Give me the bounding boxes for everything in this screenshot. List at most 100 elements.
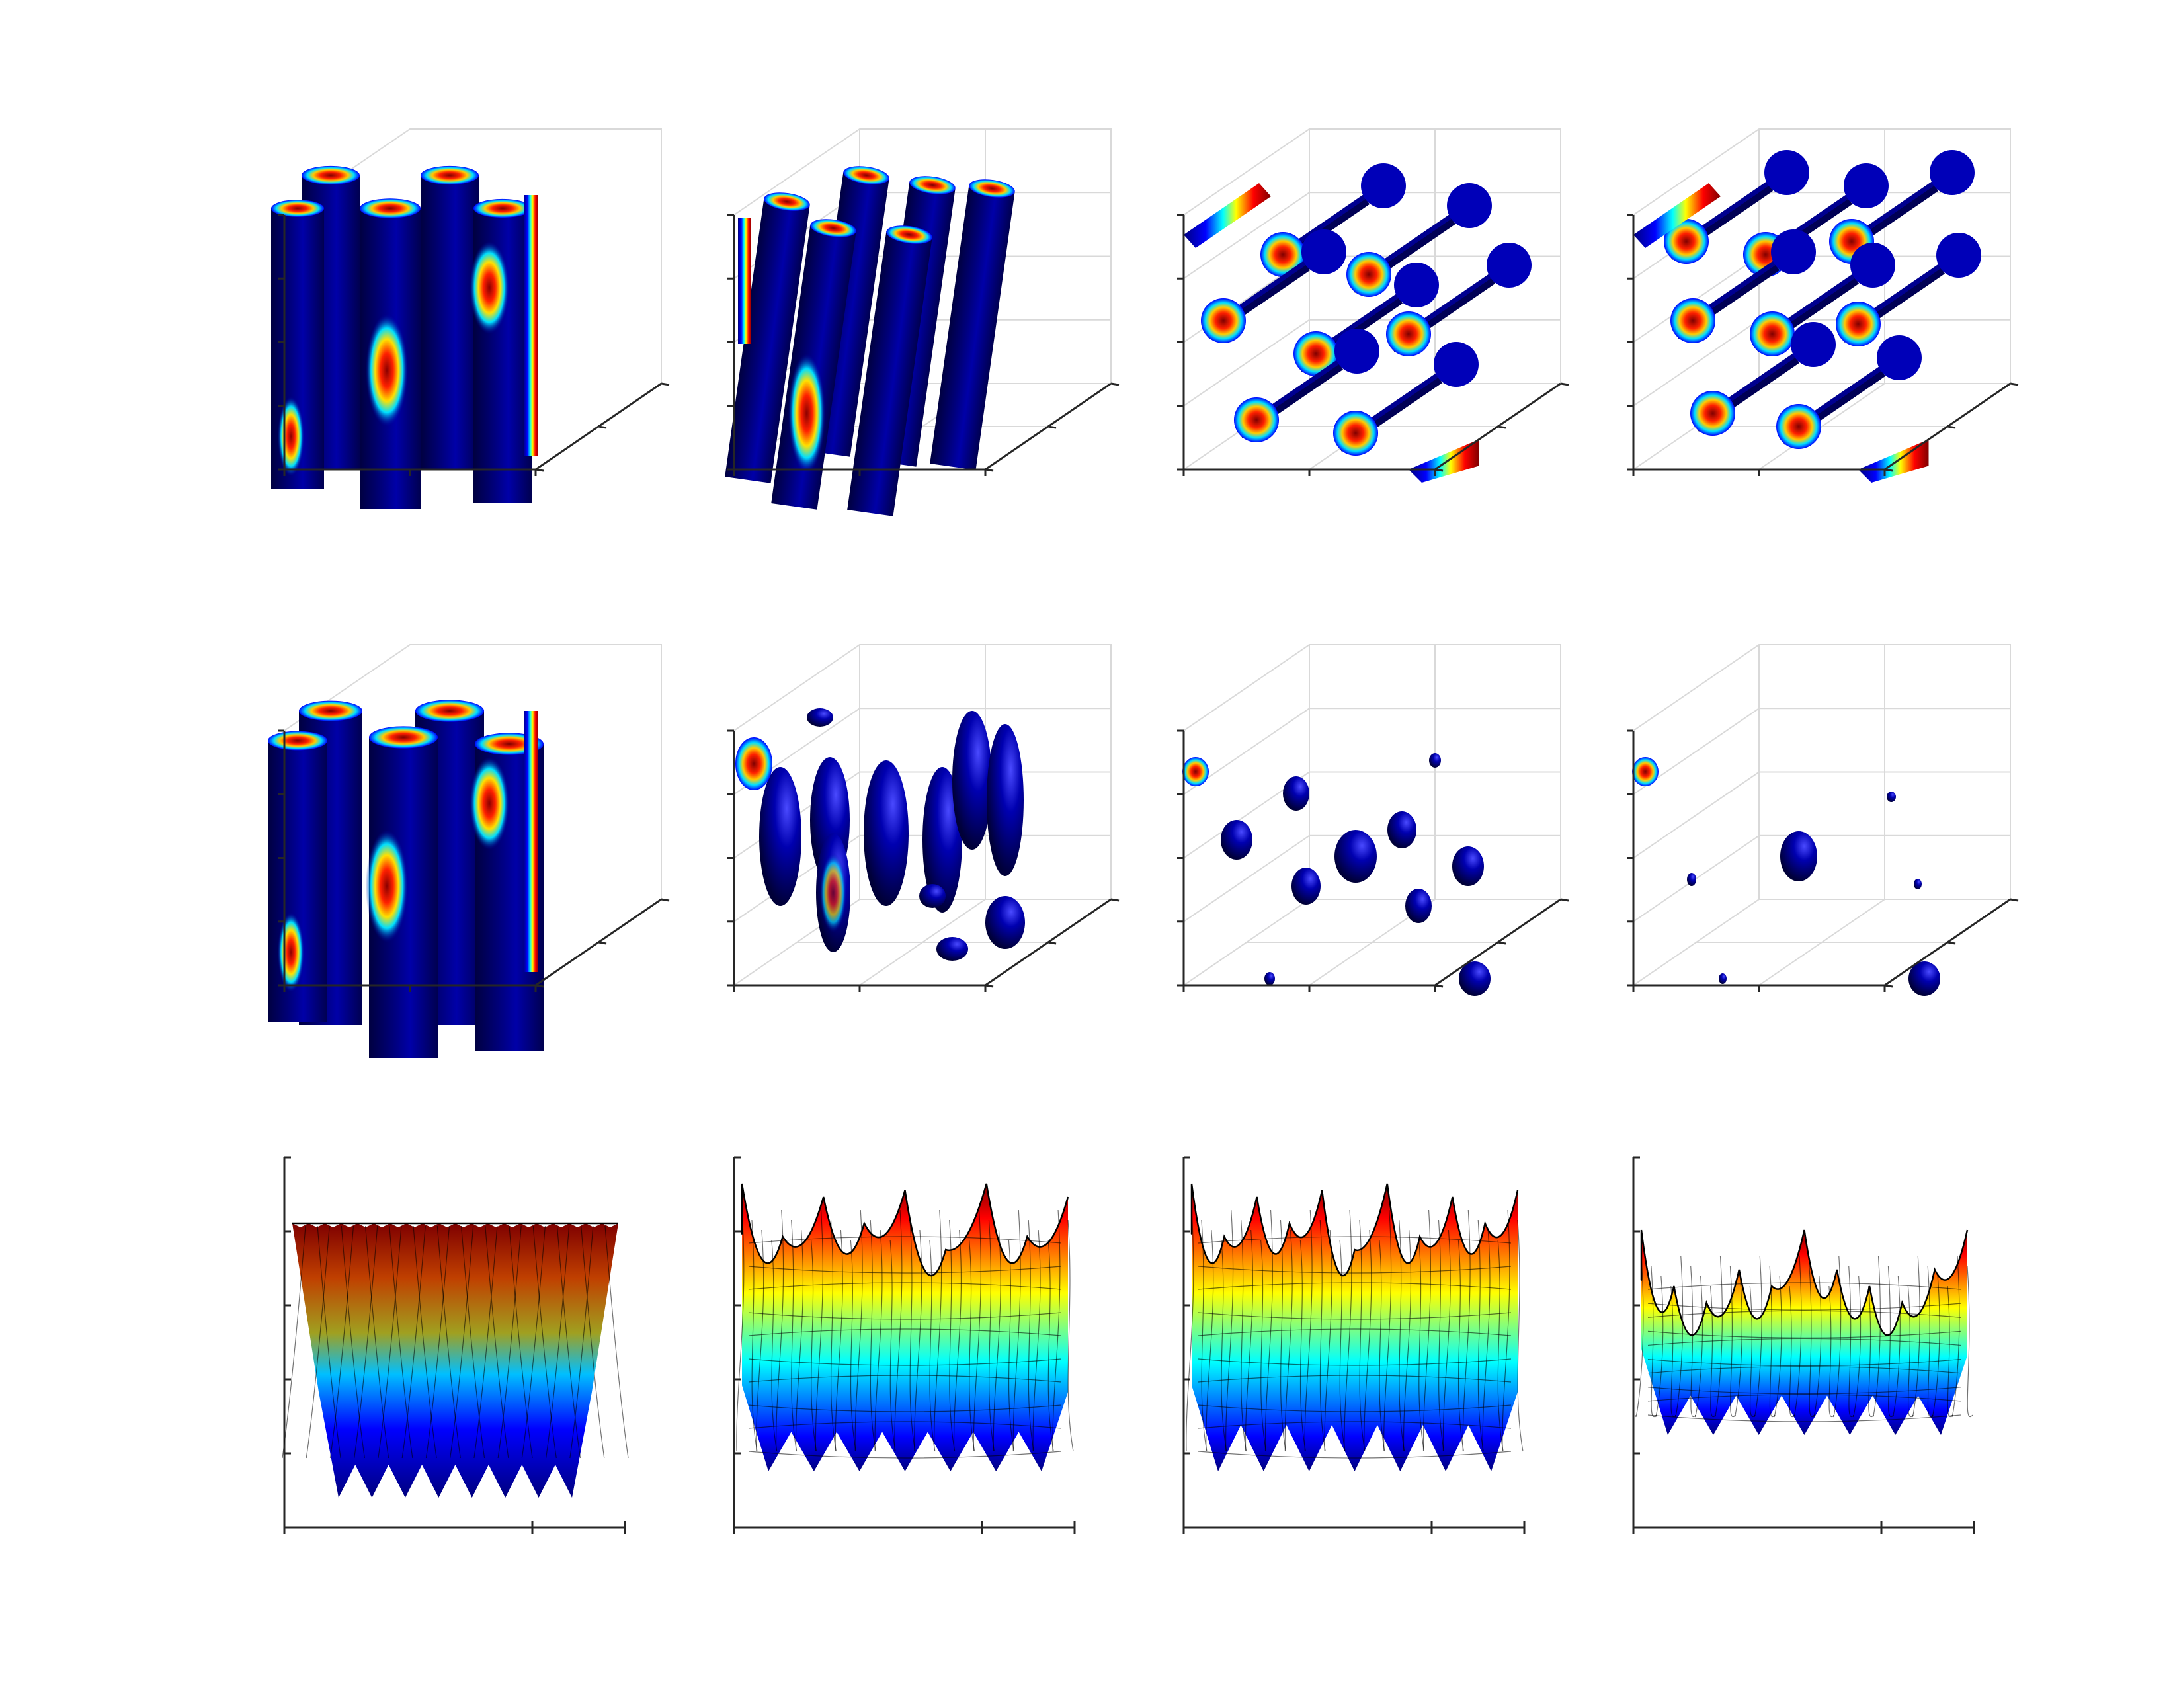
- mesh-line: [1833, 1256, 1842, 1417]
- ellipsoid: [864, 760, 909, 906]
- y-tick: [1884, 468, 1893, 472]
- corner-cap: [735, 737, 772, 790]
- cylinder-body: [847, 231, 932, 516]
- y-tick: [1884, 984, 1893, 988]
- mesh-line: [795, 1229, 804, 1452]
- panel-r1c3: [1177, 128, 1569, 483]
- panel-layer: [268, 128, 2019, 1534]
- sphere: [1291, 868, 1321, 905]
- mesh-line: [1734, 1276, 1742, 1417]
- cylinder-end: [1447, 183, 1492, 228]
- mesh-line: [1280, 1219, 1287, 1452]
- y-tick: [985, 984, 994, 988]
- mesh-line: [1647, 1414, 1961, 1422]
- mesh-line: [748, 1328, 1062, 1336]
- mesh-line: [389, 1225, 413, 1459]
- mesh-line: [282, 1225, 306, 1459]
- cylinder-cap: [843, 166, 889, 184]
- mesh-line: [1304, 1209, 1313, 1452]
- mesh-line: [1052, 1209, 1061, 1452]
- mesh-line: [748, 1375, 1062, 1383]
- y-tick: [1047, 941, 1057, 945]
- isosurface-group: [735, 708, 1025, 961]
- cylinder-cap: [1690, 391, 1735, 436]
- cylinder-end: [1850, 243, 1895, 288]
- mesh-line: [973, 1209, 981, 1452]
- cylinder-end: [1334, 329, 1379, 374]
- mesh-line: [569, 1225, 594, 1459]
- sphere: [1887, 792, 1896, 802]
- y-tick: [1560, 382, 1569, 386]
- isosurface-group: [268, 700, 544, 1058]
- mesh-line: [1670, 1285, 1677, 1417]
- sphere: [1452, 846, 1484, 886]
- surface: [1641, 1230, 1967, 1435]
- mesh-line: [870, 1219, 876, 1452]
- tilted-cylinder: [930, 179, 1015, 470]
- small-blob: [807, 708, 833, 727]
- y-tick: [661, 898, 670, 902]
- back-frame: [284, 644, 662, 899]
- surface-rim: [1190, 1183, 1519, 1277]
- mesh-line: [1967, 1266, 1973, 1417]
- mesh-line: [1399, 1219, 1405, 1452]
- y-tick: [1110, 898, 1120, 902]
- mesh-line: [1932, 1276, 1940, 1417]
- mesh-line: [1418, 1239, 1425, 1452]
- edge-stripe: [738, 218, 751, 344]
- mesh-line: [401, 1225, 426, 1459]
- hot-spot: [788, 354, 825, 473]
- corner-cap: [1182, 757, 1209, 786]
- sphere: [1221, 820, 1252, 860]
- hot-spot: [278, 397, 304, 476]
- mesh-line: [497, 1225, 522, 1459]
- mesh-line: [810, 1239, 817, 1452]
- mesh-line: [341, 1225, 365, 1459]
- panel-r3c1: [282, 1156, 629, 1534]
- cylinder-cap: [1346, 252, 1391, 297]
- mesh-line: [1221, 1239, 1227, 1452]
- cylinder-body: [421, 175, 479, 469]
- mesh-line: [329, 1225, 354, 1459]
- panel-r1c2: [725, 128, 1120, 516]
- cylinder-end: [1936, 233, 1981, 278]
- mesh-line: [874, 1229, 883, 1452]
- small-blob: [985, 896, 1025, 949]
- mesh-line: [1198, 1266, 1512, 1274]
- y-tick: [1434, 468, 1444, 472]
- y-tick: [1047, 425, 1057, 429]
- panel-r3c2: [733, 1156, 1076, 1534]
- tilted-cylinder: [847, 225, 932, 516]
- edge-stripe: [524, 711, 538, 972]
- small-blob: [936, 937, 968, 961]
- panel-r1c4: [1627, 128, 2019, 483]
- mesh-line: [748, 1451, 1062, 1459]
- mesh-line: [378, 1225, 402, 1459]
- cylinder-cap: [1670, 298, 1715, 343]
- sphere: [1387, 811, 1416, 848]
- mesh-line: [1848, 1266, 1855, 1417]
- mesh-line: [317, 1225, 341, 1459]
- edge-stripe: [1633, 183, 1721, 248]
- mesh-line: [1198, 1328, 1512, 1336]
- mesh-line: [1344, 1209, 1352, 1452]
- cylinder-cap: [1386, 311, 1431, 356]
- ellipsoid: [952, 711, 992, 850]
- surface-mesh: [282, 1225, 629, 1459]
- mesh-line: [1422, 1209, 1431, 1452]
- cylinder-cap: [969, 179, 1015, 198]
- panel-r3c4: [1632, 1156, 1975, 1534]
- y-tick: [535, 468, 544, 472]
- mesh-line: [1339, 1239, 1346, 1452]
- ellipsoid: [922, 767, 962, 913]
- edge-stripe: [524, 195, 538, 456]
- mesh-line: [532, 1225, 557, 1459]
- mesh-line: [460, 1225, 485, 1459]
- panel-r1c1: [271, 128, 670, 509]
- cylinder-end: [1791, 322, 1836, 367]
- grid-line: [1633, 834, 1760, 922]
- y-tick: [985, 468, 994, 472]
- cylinder-cap: [1836, 302, 1881, 346]
- mesh-line: [894, 1209, 903, 1452]
- y-tick: [598, 941, 607, 945]
